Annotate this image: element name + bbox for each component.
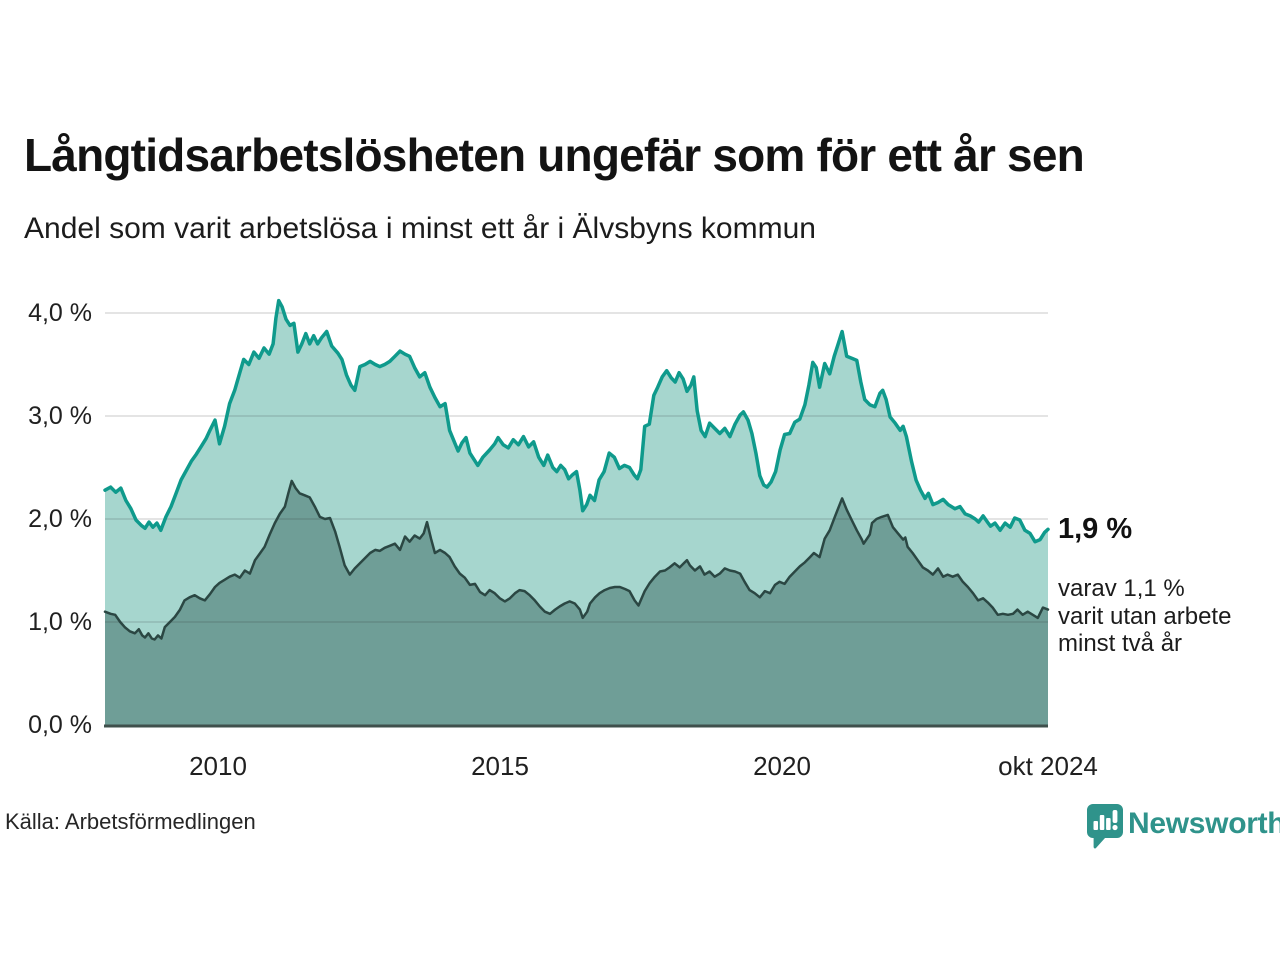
y-axis-tick-label: 3,0 % [28, 402, 92, 430]
annotation-detail-line: varav 1,1 % [1058, 575, 1185, 602]
annotation-detail-line: varit utan arbete [1058, 602, 1232, 630]
annotation-detail: varav 1,1 % varit utan arbete minst två … [1058, 575, 1231, 658]
series-area-two-years [105, 480, 1048, 725]
series-line-one-year [103, 298, 1050, 544]
page-subtitle: Andel som varit arbetslösa i minst ett å… [24, 212, 816, 245]
newsworthy-bubble-chart-icon [1087, 804, 1123, 849]
annotation-detail-line: minst två år [1058, 630, 1183, 657]
y-axis-tick-label: 0,0 % [28, 711, 92, 739]
series-line-two-years [103, 479, 1050, 641]
y-axis-tick-label: 2,0 % [28, 505, 92, 533]
latest-value-label: 1,9 % [1058, 513, 1133, 545]
x-axis-tick-label: 2015 [471, 751, 529, 781]
source-credit: Källa: Arbetsförmedlingen [5, 809, 256, 834]
y-axis-tick-label: 4,0 % [28, 299, 92, 327]
x-axis-tick-label: 2010 [189, 751, 247, 781]
newsworthy-wordmark: Newsworthy [1128, 807, 1280, 840]
page-title: Långtidsarbetslösheten ungefär som för e… [24, 129, 1085, 181]
x-axis-tick-label: 2020 [753, 751, 811, 781]
y-axis-tick-label: 1,0 % [28, 608, 92, 636]
x-axis-tick-label: okt 2024 [998, 751, 1098, 781]
